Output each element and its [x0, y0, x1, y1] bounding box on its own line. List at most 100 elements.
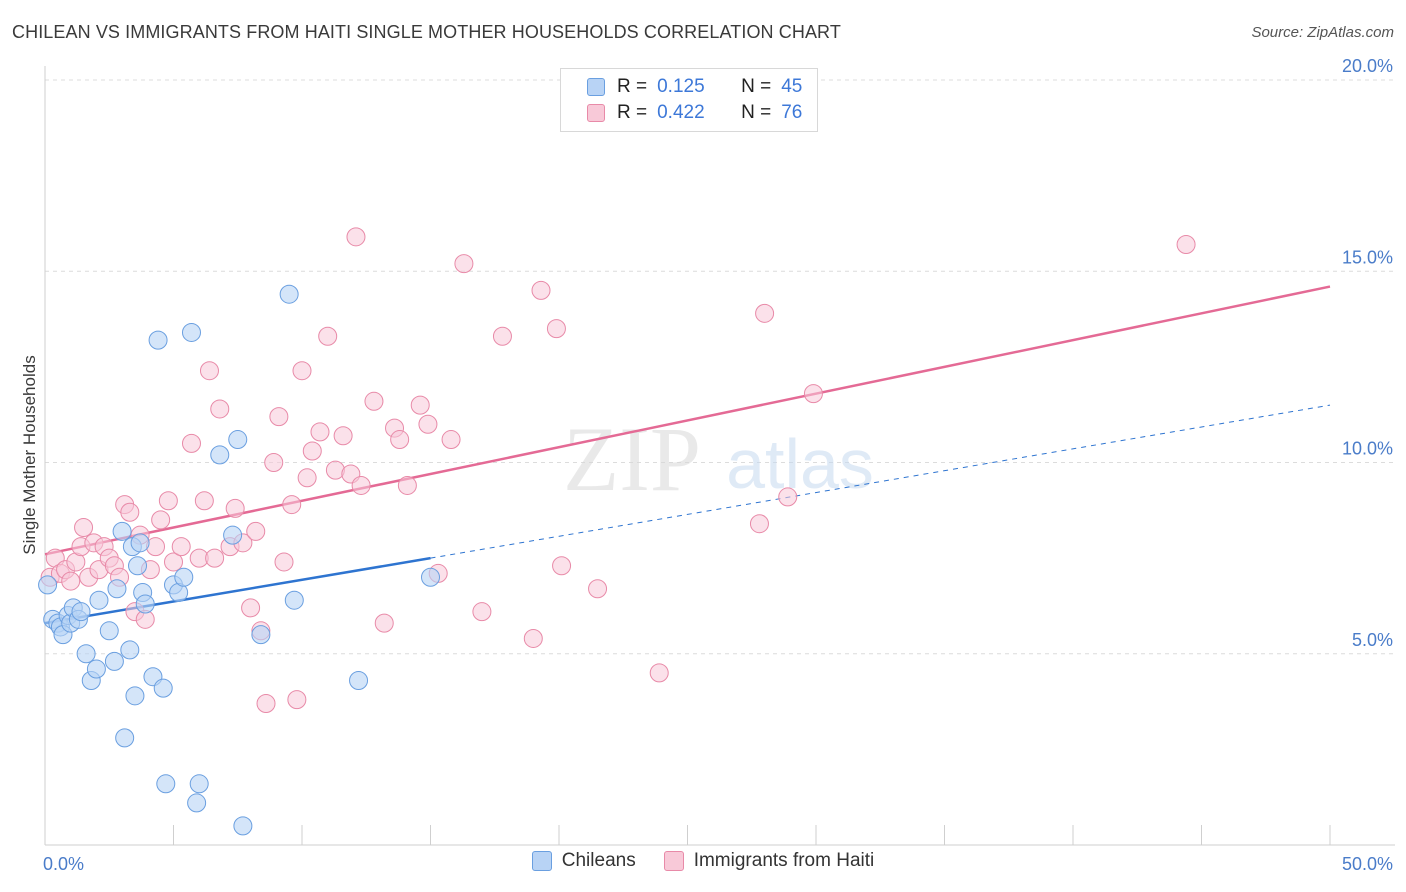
haiti-point: [531, 280, 551, 300]
legend-label-haiti: Immigrants from Haiti: [693, 850, 875, 871]
y-axis-title: Single Mother Households: [20, 355, 39, 554]
watermark-zip: ZIP: [563, 408, 701, 510]
haiti-point: [418, 414, 438, 434]
legend-r-label: R =: [617, 76, 648, 97]
legend-r-label: R =: [617, 102, 648, 123]
chilean-point: [130, 533, 150, 553]
legend-swatch-chileans: [587, 78, 605, 96]
haiti-point: [454, 254, 474, 274]
legend-swatch-haiti: [587, 104, 605, 122]
x-tick-label: 50.0%: [1342, 854, 1393, 874]
chilean-point: [228, 430, 248, 450]
watermark: ZIP atlas: [563, 408, 874, 510]
points-layer: [38, 227, 1196, 836]
haiti-point: [546, 319, 566, 339]
haiti-point: [264, 453, 284, 472]
haiti-point: [346, 227, 366, 247]
haiti-point: [374, 613, 394, 633]
chilean-point: [104, 651, 124, 671]
haiti-point: [158, 491, 178, 511]
haiti-point: [472, 602, 492, 622]
haiti-point: [397, 475, 417, 495]
legend-label-chileans: Chileans: [561, 850, 636, 871]
chilean-point: [187, 793, 207, 813]
haiti-point: [287, 690, 307, 710]
legend-row-haiti: R = 0.422 N = 76: [587, 100, 802, 126]
y-tick-label: 5.0%: [1352, 630, 1393, 650]
haiti-point: [181, 433, 201, 453]
haiti-point: [256, 693, 276, 713]
haiti-point: [351, 475, 371, 495]
chilean-point: [71, 602, 91, 622]
chilean-point: [349, 671, 369, 691]
haiti-point: [241, 598, 261, 618]
haiti-point: [274, 552, 294, 572]
haiti-point: [649, 663, 669, 683]
legend-n-value: 76: [781, 102, 803, 123]
legend-swatch-chileans: [531, 851, 552, 871]
haiti-point: [282, 495, 302, 515]
chilean-point: [120, 640, 140, 660]
haiti-point: [333, 426, 353, 446]
trend-line-chileans: [44, 556, 431, 625]
haiti-point: [269, 407, 289, 427]
trend-lines: [44, 285, 1331, 625]
haiti-point: [120, 502, 140, 522]
haiti-point: [61, 571, 81, 591]
trend-line-chileans-extension: [430, 404, 1331, 559]
chilean-point: [284, 590, 304, 610]
haiti-point: [390, 430, 410, 450]
haiti-point: [205, 548, 225, 568]
haiti-point: [588, 579, 608, 599]
haiti-point: [523, 628, 543, 648]
chilean-point: [76, 644, 96, 664]
chilean-point: [156, 774, 176, 794]
haiti-point: [1176, 234, 1196, 254]
axis-layer: 5.0% 10.0% 15.0% 20.0% 0.0% 50.0%: [43, 56, 1395, 874]
haiti-point: [310, 422, 330, 442]
chilean-point: [135, 594, 155, 614]
y-tick-label: 20.0%: [1342, 56, 1393, 76]
chilean-point: [38, 575, 58, 595]
legend-row-chileans: R = 0.125 N = 45: [587, 74, 802, 100]
haiti-point: [318, 326, 338, 346]
legend-swatch-haiti: [663, 851, 684, 871]
haiti-point: [151, 510, 171, 530]
haiti-point: [171, 537, 191, 557]
x-tick-label: 0.0%: [43, 854, 84, 874]
chilean-point: [112, 521, 132, 541]
chilean-point: [128, 556, 148, 576]
chilean-point: [115, 728, 135, 748]
y-tick-label: 15.0%: [1342, 247, 1393, 267]
watermark-atlas: atlas: [726, 425, 874, 503]
haiti-point: [778, 487, 798, 507]
haiti-point: [297, 468, 317, 488]
chilean-point: [223, 525, 243, 545]
haiti-point: [199, 361, 219, 381]
legend-r-value: 0.422: [657, 102, 705, 123]
legend-item-haiti: Immigrants from Haiti: [663, 850, 875, 872]
chilean-point: [107, 579, 127, 599]
haiti-point: [410, 395, 430, 415]
chilean-point: [125, 686, 145, 706]
haiti-point: [302, 441, 322, 461]
chilean-point: [99, 621, 119, 641]
chart-title: CHILEAN VS IMMIGRANTS FROM HAITI SINGLE …: [12, 22, 841, 42]
chilean-point: [210, 445, 230, 465]
haiti-point: [246, 521, 266, 541]
stats-legend: R = 0.125 N = 45 R = 0.422 N = 76: [560, 68, 818, 132]
chilean-point: [279, 284, 299, 304]
chilean-point: [421, 567, 440, 587]
chilean-point: [181, 322, 201, 342]
series-legend: Chileans Immigrants from Haiti: [0, 850, 1406, 872]
haiti-point: [210, 399, 230, 419]
legend-n-label: N =: [741, 102, 772, 123]
haiti-point: [164, 552, 183, 572]
chilean-point: [148, 330, 168, 350]
chilean-point: [89, 590, 109, 610]
haiti-point: [364, 391, 384, 411]
legend-item-chileans: Chileans: [531, 850, 636, 872]
chilean-point: [86, 659, 106, 679]
haiti-point: [803, 384, 823, 404]
